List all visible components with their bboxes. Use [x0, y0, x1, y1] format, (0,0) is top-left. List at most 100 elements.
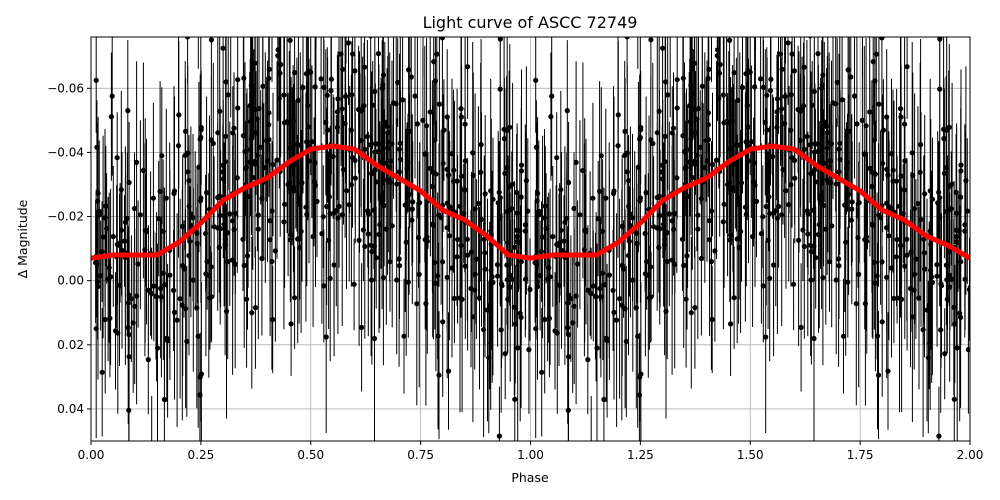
- data-point: [645, 272, 651, 278]
- data-point: [370, 102, 376, 108]
- data-points: [93, 37, 970, 441]
- data-point: [424, 234, 430, 240]
- data-point: [846, 191, 852, 198]
- data-point: [249, 91, 255, 98]
- data-point: [948, 206, 954, 212]
- data-point: [937, 214, 943, 221]
- data-point: [954, 233, 960, 240]
- data-point: [300, 84, 306, 91]
- data-point: [475, 200, 481, 207]
- data-point: [698, 255, 705, 262]
- data-point: [900, 211, 906, 217]
- data-point: [709, 316, 715, 323]
- data-point: [805, 231, 811, 237]
- data-point: [118, 227, 125, 233]
- data-point: [791, 281, 797, 287]
- data-point: [328, 76, 334, 82]
- data-point: [638, 127, 644, 133]
- data-point: [902, 158, 908, 164]
- x-tick-label: 0.00: [78, 448, 105, 462]
- data-point: [533, 144, 540, 150]
- data-point: [277, 70, 283, 76]
- data-point: [548, 114, 554, 120]
- data-point: [504, 209, 510, 215]
- data-point: [837, 140, 843, 146]
- data-point: [241, 262, 247, 268]
- data-point: [207, 295, 213, 301]
- data-point: [509, 181, 516, 187]
- data-point: [861, 151, 867, 157]
- data-point: [875, 212, 882, 218]
- data-point: [217, 108, 223, 114]
- data-point: [717, 61, 723, 68]
- data-point: [180, 223, 186, 229]
- data-point: [644, 259, 650, 265]
- data-point: [730, 185, 736, 191]
- data-point: [287, 145, 293, 151]
- data-point: [163, 195, 169, 201]
- data-point: [306, 158, 312, 164]
- data-point: [910, 172, 916, 178]
- data-point: [736, 245, 742, 251]
- data-point: [179, 302, 185, 308]
- data-point: [94, 144, 100, 150]
- data-point: [899, 296, 905, 302]
- data-point: [713, 157, 720, 163]
- data-point: [498, 281, 505, 287]
- data-point: [250, 174, 256, 181]
- data-point: [269, 208, 275, 214]
- x-tick-label: 0.75: [407, 448, 434, 462]
- data-point: [823, 226, 829, 232]
- data-point: [348, 182, 354, 188]
- data-point: [615, 112, 621, 118]
- data-point: [947, 249, 953, 255]
- data-point: [965, 347, 970, 353]
- data-point: [824, 145, 830, 151]
- data-point: [926, 302, 932, 308]
- data-point: [266, 75, 272, 81]
- data-point: [582, 227, 588, 233]
- data-point: [752, 84, 758, 90]
- data-point: [942, 351, 948, 357]
- data-point: [372, 167, 378, 173]
- data-point: [267, 237, 273, 243]
- data-point: [958, 314, 964, 320]
- data-point: [284, 119, 290, 125]
- data-point: [689, 65, 695, 71]
- data-point: [436, 101, 442, 107]
- data-point: [727, 37, 733, 44]
- data-point: [681, 149, 688, 155]
- data-point: [371, 335, 378, 342]
- data-point: [159, 153, 165, 159]
- data-point: [600, 228, 606, 234]
- data-point: [515, 239, 522, 246]
- data-point: [918, 216, 924, 223]
- data-point: [813, 255, 819, 261]
- data-point: [821, 202, 827, 209]
- data-point: [407, 128, 413, 134]
- data-point: [106, 265, 112, 271]
- data-point: [846, 128, 852, 134]
- data-point: [758, 231, 765, 237]
- data-point: [554, 330, 560, 336]
- data-point: [606, 272, 613, 278]
- x-tick-label: 0.50: [297, 448, 324, 462]
- data-point: [687, 119, 693, 125]
- data-point: [816, 222, 822, 228]
- data-point: [95, 283, 101, 290]
- data-point: [875, 372, 882, 378]
- data-point: [309, 139, 315, 145]
- data-point: [585, 357, 591, 363]
- data-point: [373, 255, 379, 261]
- data-point: [126, 407, 132, 413]
- data-point: [962, 228, 968, 234]
- data-point: [328, 88, 334, 94]
- data-point: [642, 230, 648, 237]
- data-point: [909, 314, 916, 320]
- data-point: [451, 295, 457, 301]
- data-point: [408, 74, 414, 80]
- y-axis-label: Δ Magnitude: [15, 199, 30, 278]
- data-point: [234, 175, 240, 181]
- data-point: [420, 117, 426, 123]
- data-point: [643, 190, 649, 196]
